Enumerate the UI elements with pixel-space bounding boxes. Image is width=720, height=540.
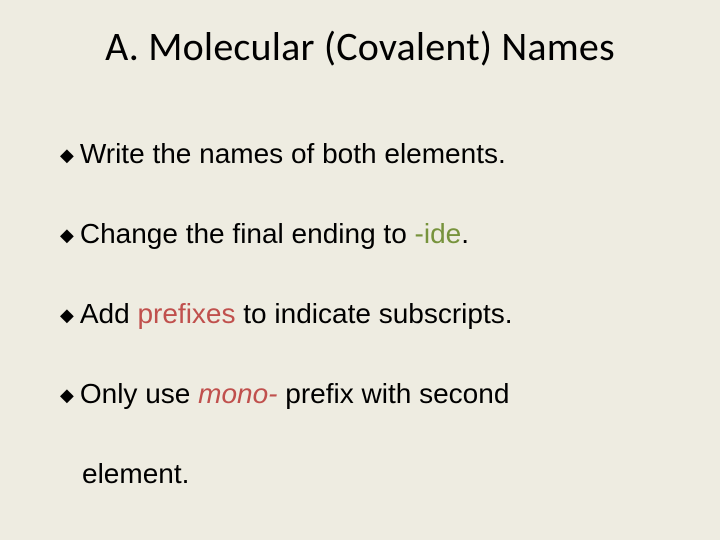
bullet-item: ◆ Change the final ending to -ide. xyxy=(60,220,680,248)
bullet-accent: prefixes xyxy=(137,298,235,329)
slide: A. Molecular (Covalent) Names ◆ Write th… xyxy=(0,0,720,540)
slide-body: ◆ Write the names of both elements. ◆ Ch… xyxy=(60,140,680,488)
bullet-item: ◆ Only use mono- prefix with second elem… xyxy=(60,380,680,488)
bullet-text: Change the final ending to -ide. xyxy=(80,220,680,248)
bullet-accent: mono- xyxy=(198,378,277,409)
bullet-item: ◆ Write the names of both elements. xyxy=(60,140,680,168)
diamond-bullet-icon: ◆ xyxy=(60,226,74,244)
diamond-bullet-icon: ◆ xyxy=(60,306,74,324)
bullet-item: ◆ Add prefixes to indicate subscripts. xyxy=(60,300,680,328)
bullet-pre: Change the final ending to xyxy=(80,218,415,249)
bullet-post: . xyxy=(461,218,469,249)
slide-title: A. Molecular (Covalent) Names xyxy=(0,22,720,71)
bullet-continuation: element. xyxy=(82,460,680,488)
diamond-bullet-icon: ◆ xyxy=(60,386,74,404)
bullet-pre: Add xyxy=(80,298,138,329)
bullet-post: to indicate subscripts. xyxy=(236,298,513,329)
bullet-accent: -ide xyxy=(415,218,462,249)
bullet-post: prefix with second xyxy=(278,378,510,409)
bullet-text: Only use mono- prefix with second xyxy=(80,380,680,408)
bullet-text: Write the names of both elements. xyxy=(80,140,680,168)
bullet-pre: Only use xyxy=(80,378,198,409)
bullet-pre: Write the names of both elements. xyxy=(80,138,506,169)
bullet-text: Add prefixes to indicate subscripts. xyxy=(80,300,680,328)
diamond-bullet-icon: ◆ xyxy=(60,146,74,164)
